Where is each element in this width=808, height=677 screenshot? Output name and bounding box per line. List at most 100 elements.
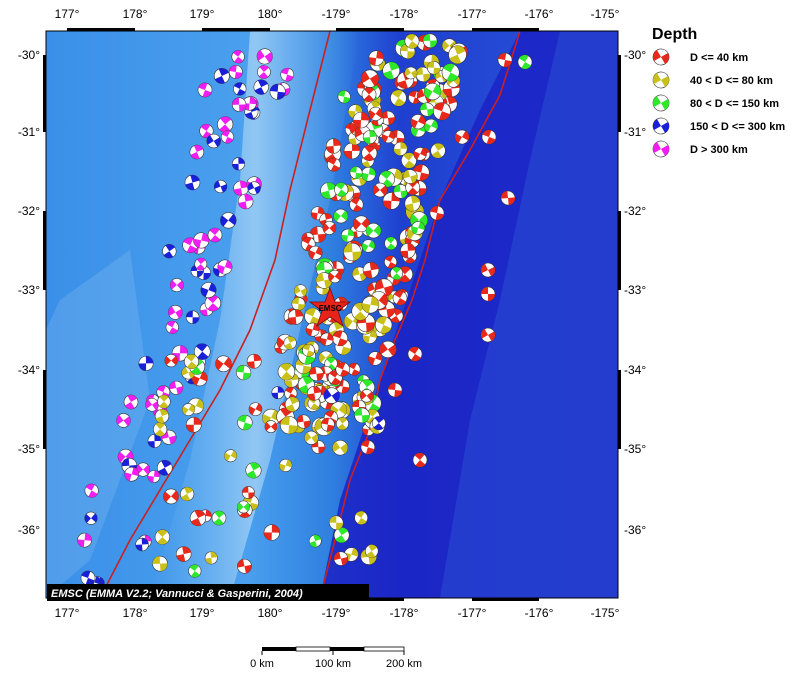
legend-title: Depth — [652, 26, 697, 43]
scale-label-200: 200 km — [386, 658, 422, 670]
focal-mechanism — [215, 355, 232, 373]
focal-mechanism — [193, 343, 211, 360]
focal-mechanism — [368, 106, 383, 121]
focal-mechanism — [256, 48, 273, 65]
lon-tick-bottom: -176° — [525, 606, 554, 620]
focal-mechanism — [335, 362, 351, 377]
legend-item-label: 40 < D <= 80 km — [690, 75, 773, 87]
focal-mechanism — [402, 169, 418, 184]
focal-mechanism — [407, 346, 423, 362]
focal-mechanism — [413, 147, 427, 161]
focal-mechanism — [135, 537, 149, 552]
focal-mechanism — [156, 459, 173, 476]
legend-beachball-icon — [652, 94, 670, 112]
focal-mechanism — [189, 509, 207, 527]
focal-mechanism — [168, 305, 183, 320]
focal-mechanism — [480, 286, 496, 302]
focal-mechanism — [481, 129, 497, 145]
legend-item-label: D > 300 km — [690, 144, 748, 156]
legend-beachball-icon — [652, 140, 670, 158]
focal-mechanism — [327, 157, 341, 172]
focal-mechanism — [390, 89, 407, 107]
focal-mechanism — [404, 66, 418, 80]
focal-mechanism — [235, 364, 252, 381]
focal-mechanism — [308, 245, 323, 260]
focal-mechanism — [296, 414, 311, 429]
focal-mechanism — [147, 470, 161, 483]
focal-mechanism — [362, 329, 378, 344]
lat-tick-left: -35° — [18, 442, 40, 456]
lat-tick-left: -31° — [18, 125, 40, 139]
focal-mechanism — [390, 266, 404, 280]
focal-mechanism — [279, 458, 293, 473]
lon-tick-top: 180° — [258, 7, 283, 21]
lat-tick-left: -34° — [18, 363, 40, 377]
focal-mechanism — [283, 336, 297, 350]
epicenter-star-icon[interactable]: EMSC — [308, 286, 352, 328]
lat-tick-right: -34° — [624, 363, 646, 377]
lon-tick-bottom: -177° — [458, 606, 487, 620]
focal-mechanism — [184, 174, 201, 191]
focal-mechanism — [185, 310, 200, 324]
focal-mechanism — [448, 45, 467, 64]
focal-mechanism — [500, 190, 516, 206]
focal-mechanism — [224, 449, 238, 463]
legend-beachball-icon — [652, 48, 670, 66]
focal-mechanism-markers — [77, 33, 533, 591]
longitude-ticks-bottom: 177° 178° 179° 180° -179° -178° -177° -176° -175… — [55, 606, 620, 620]
focal-mechanism — [378, 170, 395, 188]
focal-mechanism — [362, 130, 377, 145]
focal-mechanism — [332, 330, 348, 347]
plate-boundary-west — [99, 31, 331, 598]
focal-mechanism — [410, 114, 426, 130]
focal-mechanism — [372, 182, 388, 198]
focal-mechanism — [220, 212, 237, 229]
focal-mechanism — [337, 90, 351, 104]
lon-tick-top: -179° — [322, 7, 351, 21]
legend-item-label: 150 < D <= 300 km — [690, 121, 785, 133]
focal-mechanism — [371, 416, 386, 431]
lon-tick-bottom: -178° — [390, 606, 419, 620]
focal-mechanism — [393, 141, 408, 156]
focal-mechanism — [241, 486, 255, 500]
focal-mechanism — [182, 403, 195, 416]
focal-mechanism — [231, 97, 247, 112]
focal-mechanism — [368, 50, 385, 66]
focal-mechanism — [360, 69, 379, 88]
focal-mechanism — [382, 192, 401, 210]
focal-mechanism — [349, 166, 363, 180]
focal-mechanism — [257, 65, 271, 79]
focal-mechanism — [207, 227, 223, 243]
credit-box: EMSC (EMMA V2.2; Vannucci & Gasperini, 2… — [47, 584, 369, 601]
focal-mechanism — [263, 524, 280, 541]
focal-mechanism — [332, 439, 349, 456]
focal-mechanism — [423, 82, 442, 101]
map-area[interactable]: EMSC — [46, 31, 618, 598]
focal-mechanism — [352, 111, 370, 129]
lon-tick-bottom: -179° — [322, 606, 351, 620]
focal-mechanism — [454, 129, 470, 145]
focal-mechanism — [188, 564, 202, 578]
focal-mechanism — [304, 430, 319, 445]
focal-mechanism — [237, 414, 253, 431]
legend-beachball-icon — [652, 117, 670, 135]
focal-mechanism — [145, 397, 159, 412]
focal-mechanism — [412, 452, 428, 468]
focal-mechanism — [411, 221, 425, 235]
focal-mechanism — [480, 327, 496, 343]
focal-mechanism — [365, 222, 382, 239]
focal-mechanism — [343, 242, 362, 262]
focal-mechanism — [237, 193, 254, 210]
focal-mechanism — [361, 87, 377, 102]
focal-mechanism — [419, 102, 435, 117]
longitude-ticks-top: 177° 178° 179° 180° -179° -178° -177° -176° -175… — [55, 7, 620, 21]
lon-tick-top: -178° — [390, 7, 419, 21]
focal-mechanism — [360, 440, 376, 455]
focal-mechanism — [164, 353, 178, 368]
focal-mechanism — [322, 221, 337, 235]
focal-mechanism — [382, 61, 401, 80]
focal-mechanism — [206, 133, 221, 149]
focal-mechanism — [335, 417, 349, 431]
scale-label-0: 0 km — [250, 658, 274, 670]
